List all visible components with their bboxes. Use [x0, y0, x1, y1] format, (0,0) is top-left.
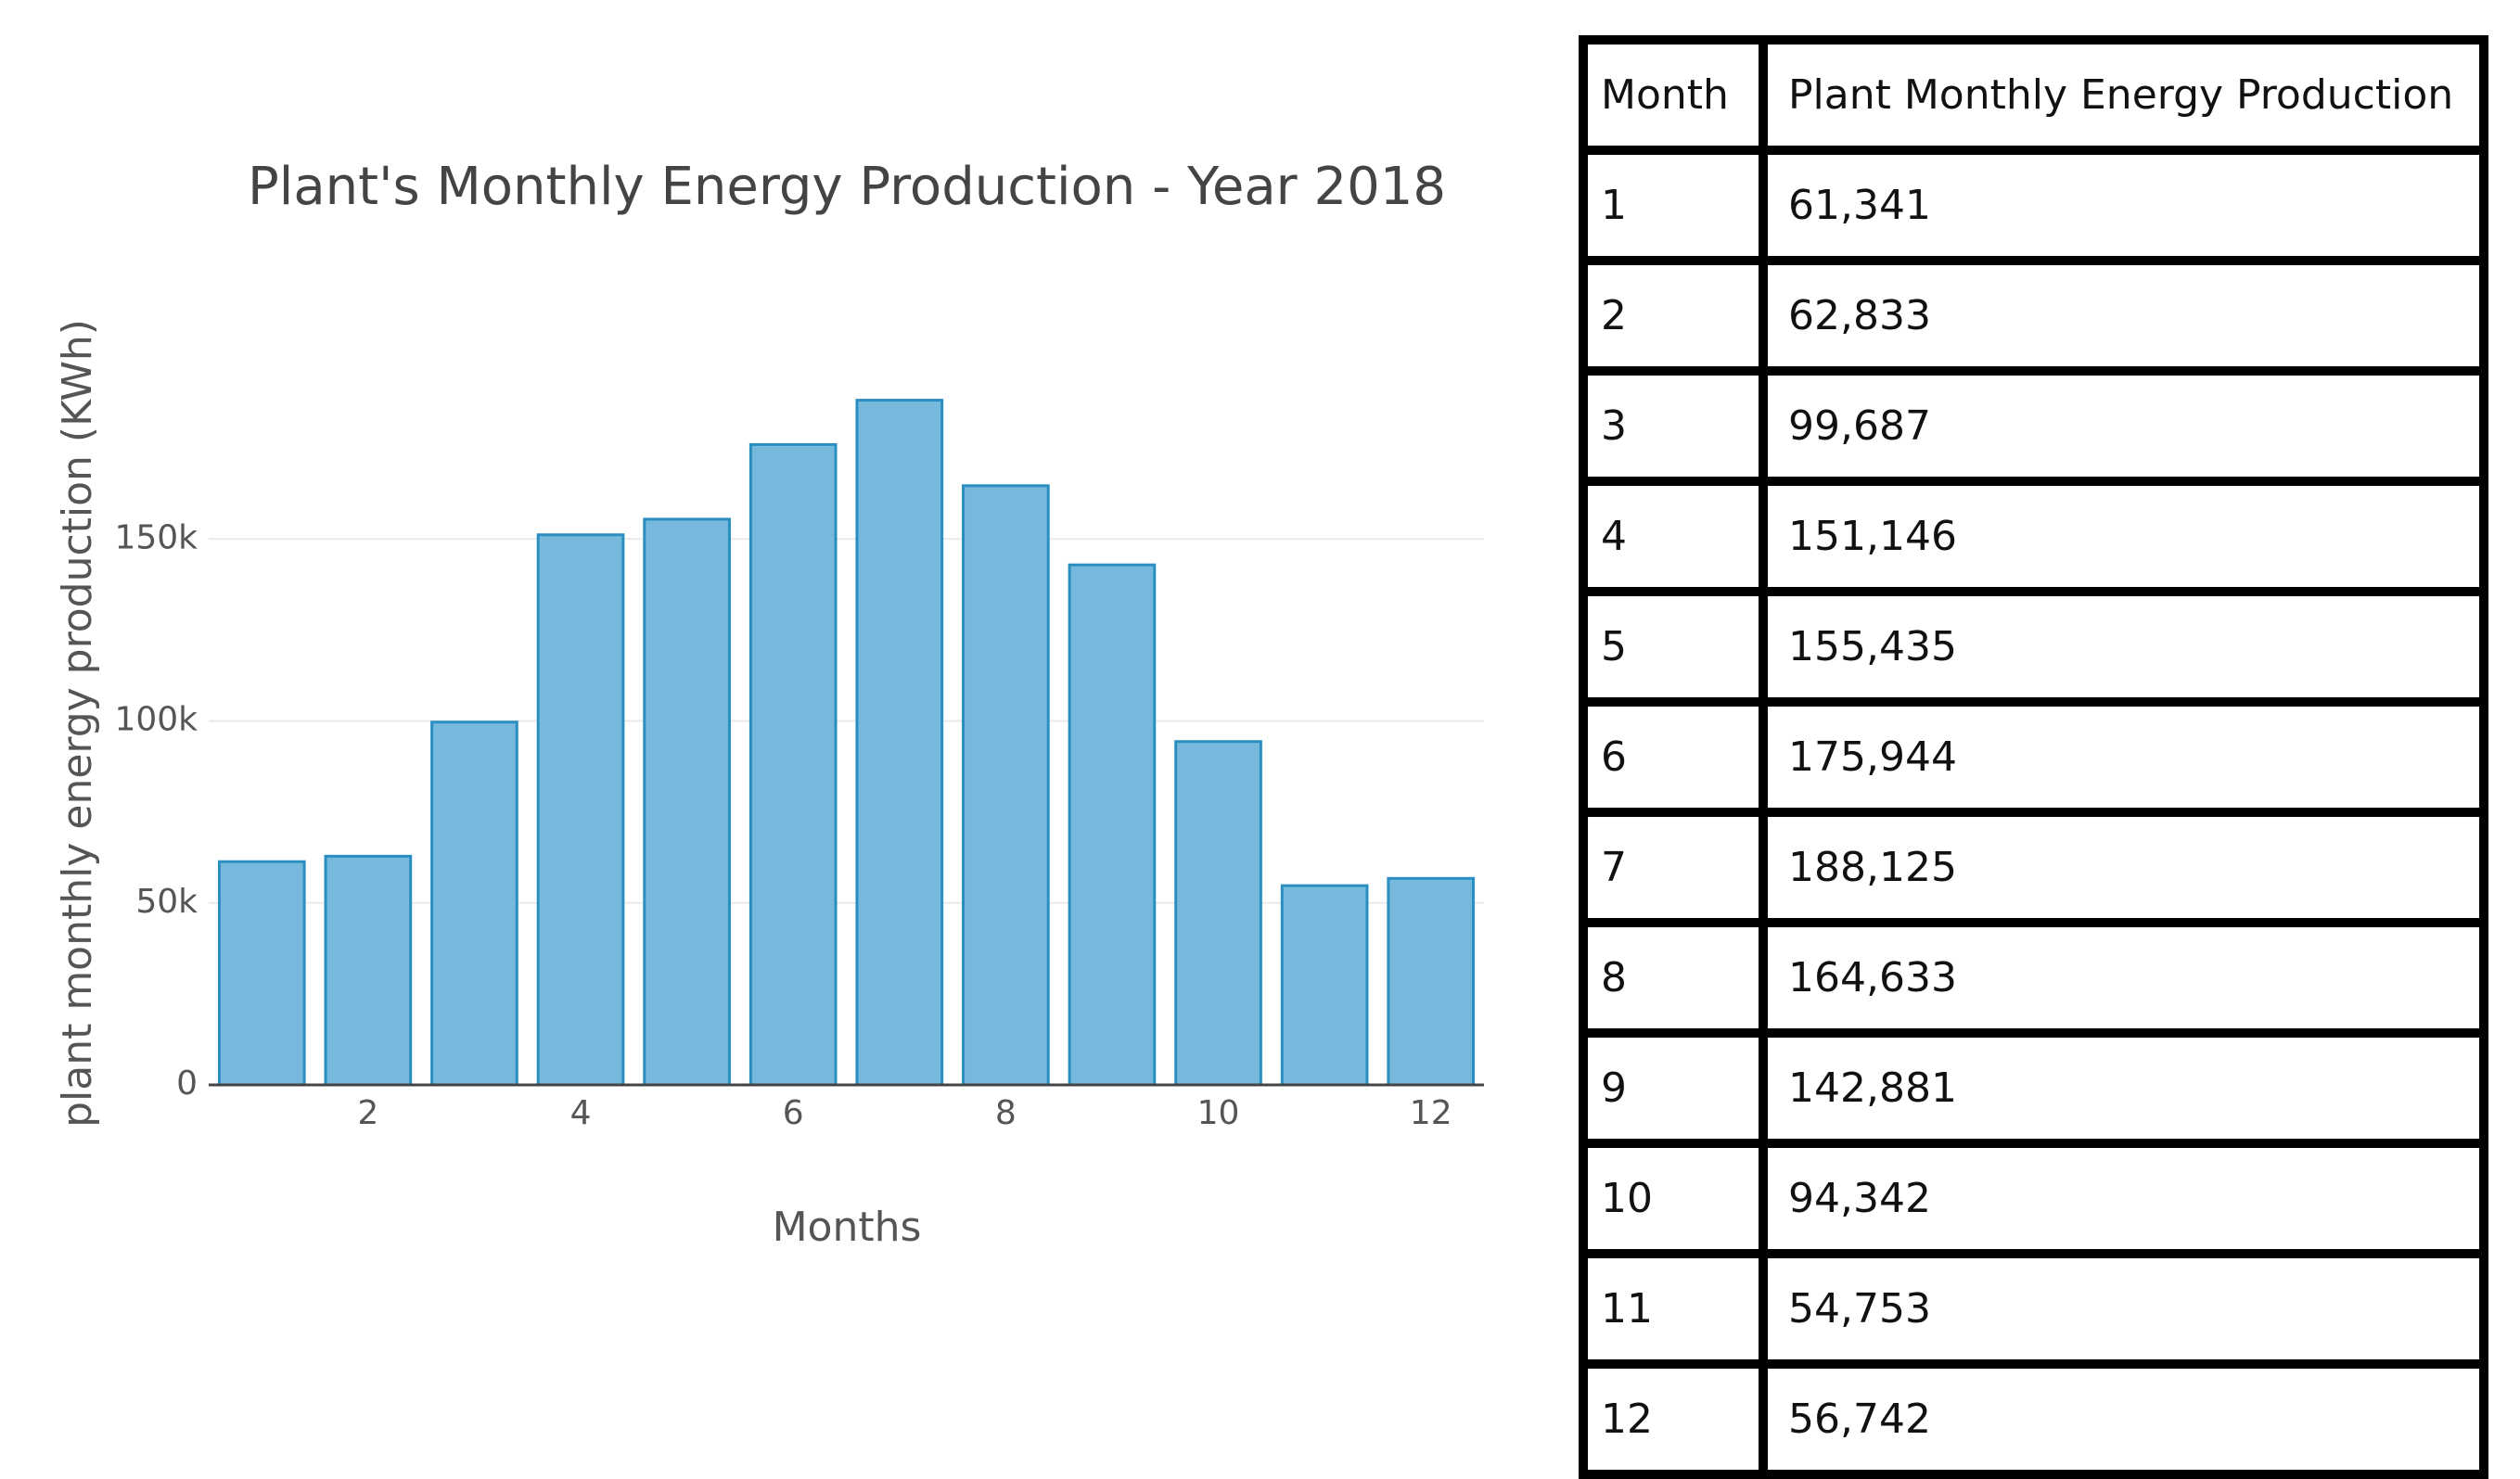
- bar: [217, 860, 306, 1087]
- table-cell: 54,753: [1759, 1249, 2488, 1369]
- table-cell: Month: [1579, 35, 1768, 155]
- chart: Plant's Monthly Energy Production - Year…: [54, 157, 1484, 1251]
- table-header: Month Plant Monthly Energy Production: [1579, 35, 2488, 155]
- bar: [1387, 876, 1476, 1087]
- page: Plant's Monthly Energy Production - Year…: [54, 35, 2488, 1479]
- table-row: 9 142,881: [1579, 1028, 2488, 1148]
- table-cell: 5: [1579, 587, 1768, 707]
- table-cell: 142,881: [1759, 1028, 2488, 1148]
- table-cell: 164,633: [1759, 918, 2488, 1038]
- table-cell: 2: [1579, 256, 1768, 376]
- bar: [1280, 884, 1369, 1087]
- table-cell: 61,341: [1759, 146, 2488, 265]
- table-row: 8 164,633: [1579, 918, 2488, 1038]
- chart-title: Plant's Monthly Energy Production - Year…: [248, 157, 1446, 217]
- x-axis-label: Months: [773, 1204, 922, 1251]
- table-cell: 94,342: [1759, 1139, 2488, 1258]
- table-cell: 12: [1579, 1359, 1768, 1479]
- table-cell: 155,435: [1759, 587, 2488, 707]
- table-row: 7 188,125: [1579, 808, 2488, 927]
- x-tick-label: 10: [1197, 1094, 1240, 1132]
- table-cell: 175,944: [1759, 697, 2488, 817]
- table-cell: 8: [1579, 918, 1768, 1038]
- x-tick-label: 2: [357, 1094, 378, 1132]
- table-cell: 151,146: [1759, 477, 2488, 596]
- table-cell: 6: [1579, 697, 1768, 817]
- y-tick-label: 100k: [114, 701, 198, 739]
- y-axis-label: plant monthly energy production (KWh): [54, 319, 101, 1128]
- bar: [1068, 563, 1157, 1087]
- y-tick-label: 50k: [135, 883, 198, 921]
- bar: [748, 442, 838, 1087]
- bar: [1174, 740, 1262, 1087]
- table-cell: 1: [1579, 146, 1768, 265]
- table-cell: 11: [1579, 1249, 1768, 1369]
- table-cell: 3: [1579, 366, 1768, 486]
- table-row: 11 54,753: [1579, 1249, 2488, 1369]
- x-tick-label: 6: [783, 1094, 804, 1132]
- table-cell: 4: [1579, 477, 1768, 596]
- table-row: 3 99,687: [1579, 366, 2488, 486]
- x-tick-label: 4: [570, 1094, 592, 1132]
- table-cell: 9: [1579, 1028, 1768, 1148]
- bar: [643, 517, 731, 1087]
- table-row: 2 62,833: [1579, 256, 2488, 376]
- table-row: 1 61,341: [1579, 146, 2488, 265]
- table-cell: 7: [1579, 808, 1768, 927]
- table-cell: 10: [1579, 1139, 1768, 1258]
- bar: [962, 484, 1050, 1087]
- x-tick-label: 12: [1410, 1094, 1452, 1132]
- y-tick-label: 150k: [114, 518, 198, 556]
- table-row: 4 151,146: [1579, 477, 2488, 596]
- table-row: 5 155,435: [1579, 587, 2488, 707]
- bar: [324, 854, 413, 1087]
- table-row: 6 175,944: [1579, 697, 2488, 817]
- data-table: Month Plant Monthly Energy Production 1 61,…: [1579, 35, 2488, 1479]
- table-cell: 62,833: [1759, 256, 2488, 376]
- bar: [855, 399, 944, 1087]
- table-cell: Plant Monthly Energy Production: [1759, 35, 2488, 155]
- x-tick-label: 8: [995, 1094, 1017, 1132]
- table-cell: 56,742: [1759, 1359, 2488, 1479]
- y-tick-label: 0: [176, 1065, 198, 1103]
- table-cell: 188,125: [1759, 808, 2488, 927]
- table-row: 12 56,742: [1579, 1359, 2488, 1479]
- bar: [430, 720, 518, 1087]
- table-row: 10 94,342: [1579, 1139, 2488, 1258]
- bar: [536, 533, 625, 1087]
- table-cell: 99,687: [1759, 366, 2488, 486]
